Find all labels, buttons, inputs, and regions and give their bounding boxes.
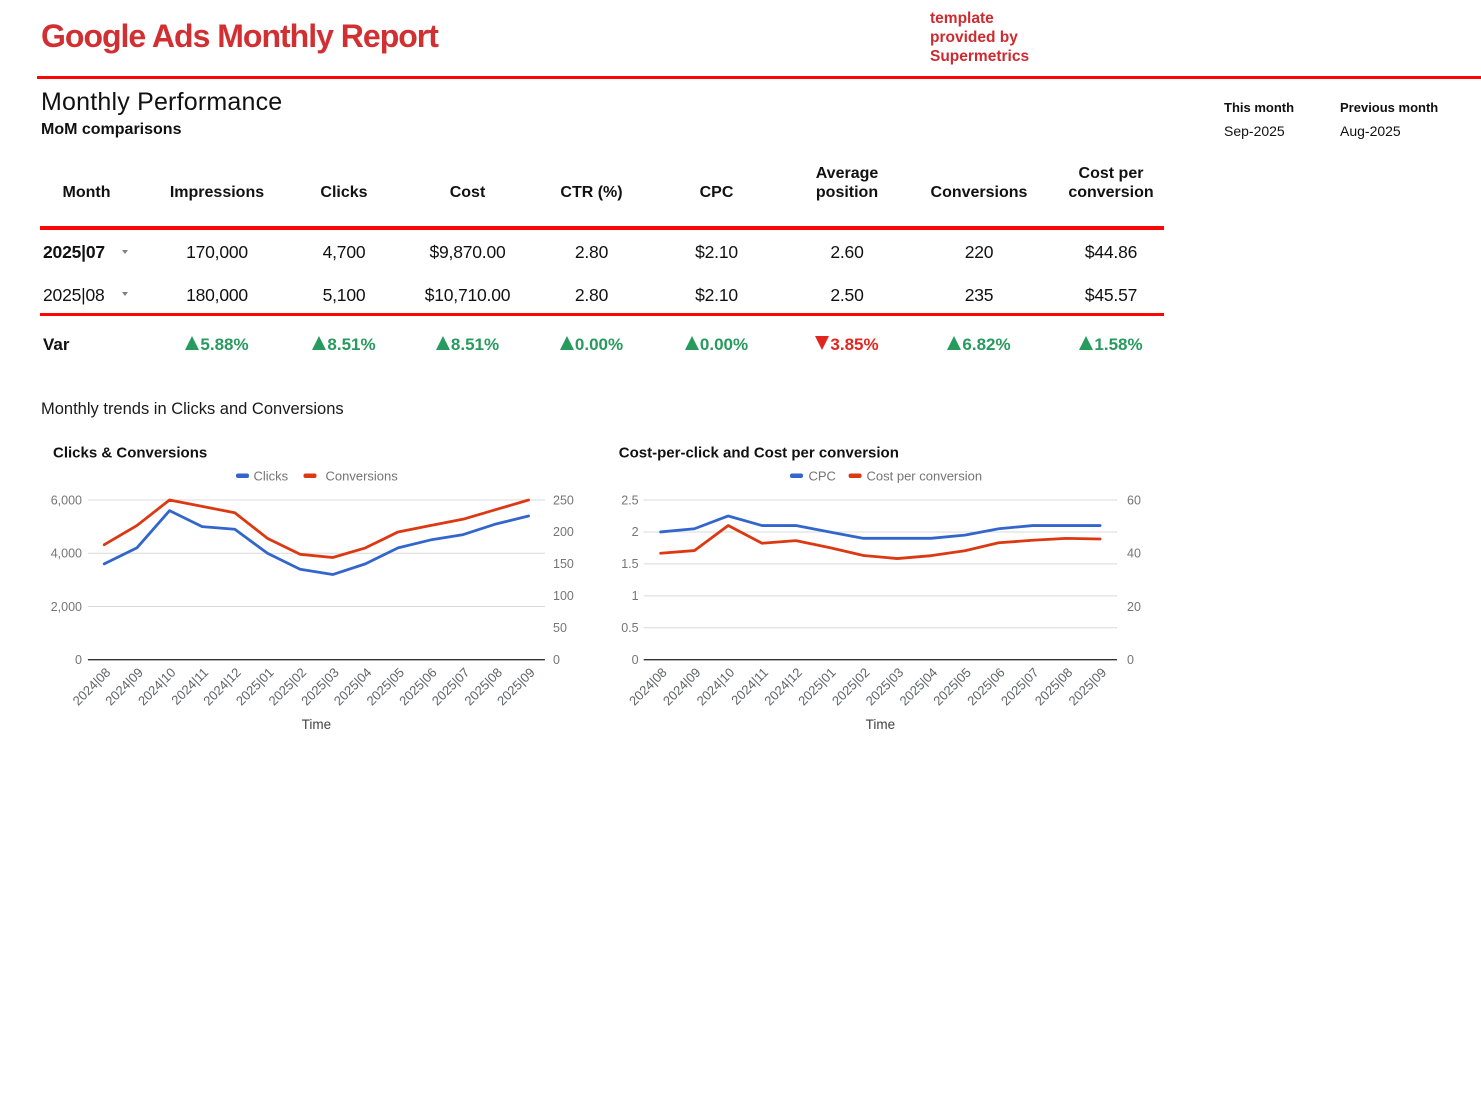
svg-text:0: 0 <box>632 653 639 667</box>
svg-text:4,000: 4,000 <box>51 547 82 561</box>
svg-text:60: 60 <box>1127 493 1141 507</box>
svg-text:200: 200 <box>553 525 574 539</box>
svg-text:40: 40 <box>1127 547 1141 561</box>
svg-text:Clicks: Clicks <box>254 469 289 484</box>
svg-text:150: 150 <box>553 557 574 571</box>
svg-text:100: 100 <box>553 589 574 603</box>
svg-text:2: 2 <box>632 525 639 539</box>
svg-text:2024|10: 2024|10 <box>694 665 738 709</box>
svg-text:2,000: 2,000 <box>51 600 82 614</box>
svg-text:Time: Time <box>866 717 896 732</box>
svg-text:1: 1 <box>632 589 639 603</box>
svg-text:0.5: 0.5 <box>621 621 638 635</box>
svg-text:50: 50 <box>553 621 567 635</box>
svg-text:Clicks & Conversions: Clicks & Conversions <box>53 445 207 462</box>
svg-text:0: 0 <box>1127 653 1134 667</box>
svg-text:Time: Time <box>302 717 332 732</box>
svg-text:Conversions: Conversions <box>326 469 399 484</box>
svg-text:Cost-per-click and Cost per co: Cost-per-click and Cost per conversion <box>619 445 899 462</box>
svg-text:0: 0 <box>553 653 560 667</box>
svg-text:250: 250 <box>553 493 574 507</box>
svg-text:0: 0 <box>75 653 82 667</box>
svg-text:1.5: 1.5 <box>621 557 638 571</box>
svg-text:2.5: 2.5 <box>621 493 638 507</box>
svg-text:6,000: 6,000 <box>51 493 82 507</box>
svg-text:Cost per conversion: Cost per conversion <box>867 469 983 484</box>
svg-text:CPC: CPC <box>809 469 836 484</box>
svg-text:2025|09: 2025|09 <box>1066 665 1110 709</box>
svg-text:20: 20 <box>1127 600 1141 614</box>
